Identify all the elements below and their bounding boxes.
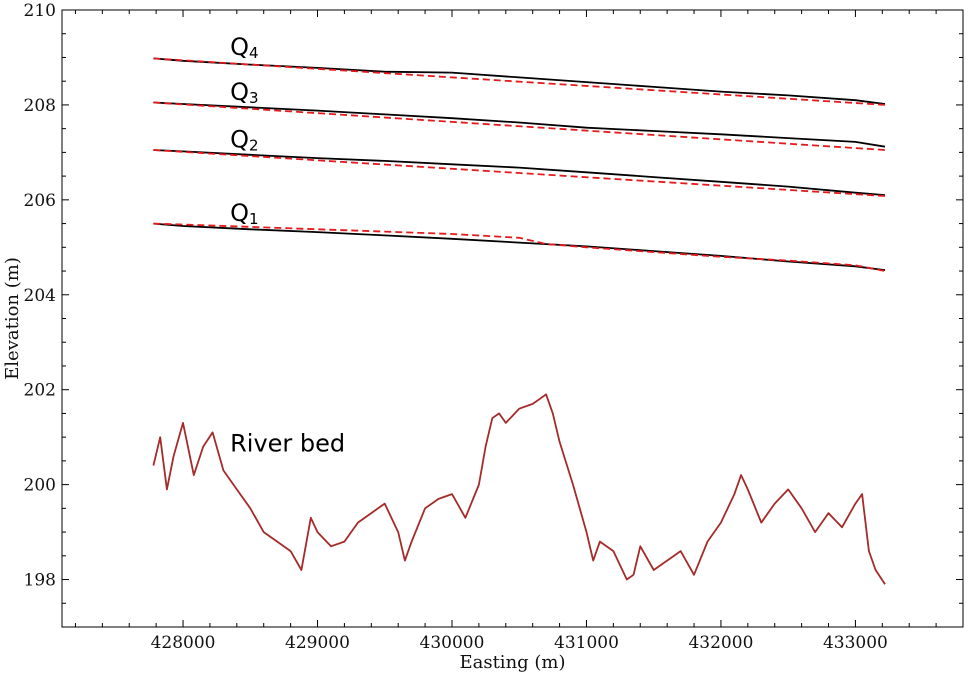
plot-lines [152, 57, 886, 585]
x-tick-label: 431000 [554, 633, 619, 653]
x-tick-label: 430000 [420, 633, 485, 653]
plot-frame [61, 9, 964, 628]
x-tick-label: 432000 [688, 633, 753, 653]
y-axis-title: Elevation (m) [2, 257, 23, 380]
annotation-subscript: 3 [249, 89, 259, 107]
fitted-line-1 [153, 57, 886, 106]
annotation-main: Q [230, 33, 249, 61]
fitted-line-3 [153, 101, 886, 151]
annotation-label: Q4 [230, 33, 258, 62]
y-tick-label: 202 [24, 381, 56, 401]
annotation-main: Q [230, 78, 249, 106]
y-tick-label: 204 [24, 286, 56, 306]
annotation-main: Q [230, 199, 249, 227]
series-line-6 [153, 222, 886, 271]
series-line-0 [153, 57, 886, 105]
annotation-main: River bed [230, 429, 345, 457]
series-line-2 [153, 101, 886, 148]
x-tick-label: 428000 [151, 633, 216, 653]
series-line-4 [153, 149, 886, 196]
fitted-line-5 [153, 149, 886, 197]
x-tick-label: 433000 [823, 633, 888, 653]
y-tick-label: 206 [24, 191, 56, 211]
x-axis: 428000 429000 430000 431000 432000 433000 [74, 10, 964, 653]
annotation-label: Q1 [230, 199, 258, 228]
x-axis-title: Easting (m) [459, 652, 565, 673]
annotation-subscript: 1 [249, 210, 259, 228]
fitted-line-7 [153, 222, 886, 272]
y-tick-label: 210 [24, 1, 56, 21]
y-axis: 198 200 202 204 206 208 210 [24, 1, 963, 604]
y-tick-label: 208 [24, 96, 56, 116]
x-tick-label: 429000 [285, 633, 350, 653]
annotation-label: Q3 [230, 78, 258, 107]
annotation-subscript: 4 [249, 44, 259, 62]
y-tick-label: 200 [24, 476, 56, 496]
annotation-label: Q2 [230, 126, 258, 155]
annotation-main: Q [230, 126, 249, 154]
annotation-label: River bed [230, 429, 345, 457]
y-tick-label: 198 [24, 571, 56, 591]
series-line-8 [152, 393, 886, 585]
annotation-subscript: 2 [249, 137, 259, 155]
